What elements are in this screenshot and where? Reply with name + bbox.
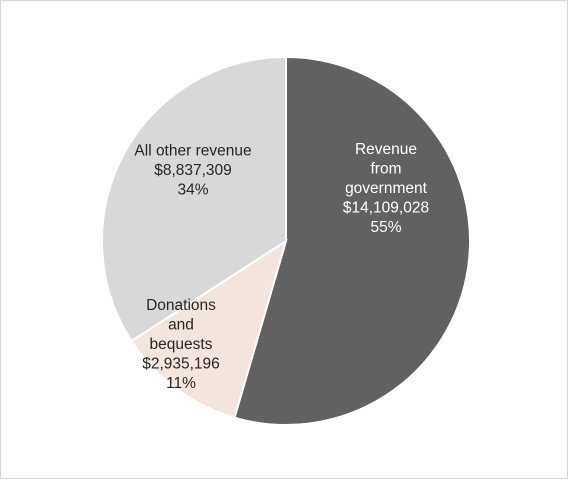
data-label-line: and <box>168 317 194 334</box>
pie-slices <box>101 55 471 426</box>
data-label-line: from <box>371 161 402 178</box>
data-label-line: government <box>345 180 428 197</box>
pie-slice-2 <box>101 55 287 343</box>
data-label-line: 55% <box>370 219 401 236</box>
data-label-line: Revenue <box>355 141 417 158</box>
data-label-line: All other revenue <box>134 143 251 160</box>
data-label-line: 34% <box>177 182 208 199</box>
data-label-0: Revenue from government $14,109,028 55% <box>343 141 429 236</box>
pie-labels: Revenue from government $14,109,028 55% Donat… <box>134 141 429 392</box>
data-label-1: Donations and bequests $2,935,196 11% <box>142 297 220 392</box>
data-label-2: All other revenue $8,837,309 34% <box>134 143 251 199</box>
pie-slice-0 <box>233 55 471 426</box>
data-label-line: $2,935,196 <box>142 356 220 373</box>
data-label-line: bequests <box>150 336 213 353</box>
data-label-line: 11% <box>166 375 196 392</box>
pie-slice-1 <box>130 238 288 419</box>
data-label-line: Donations <box>146 297 216 314</box>
data-label-line: $8,837,309 <box>154 162 232 179</box>
data-label-line: $14,109,028 <box>343 200 429 217</box>
